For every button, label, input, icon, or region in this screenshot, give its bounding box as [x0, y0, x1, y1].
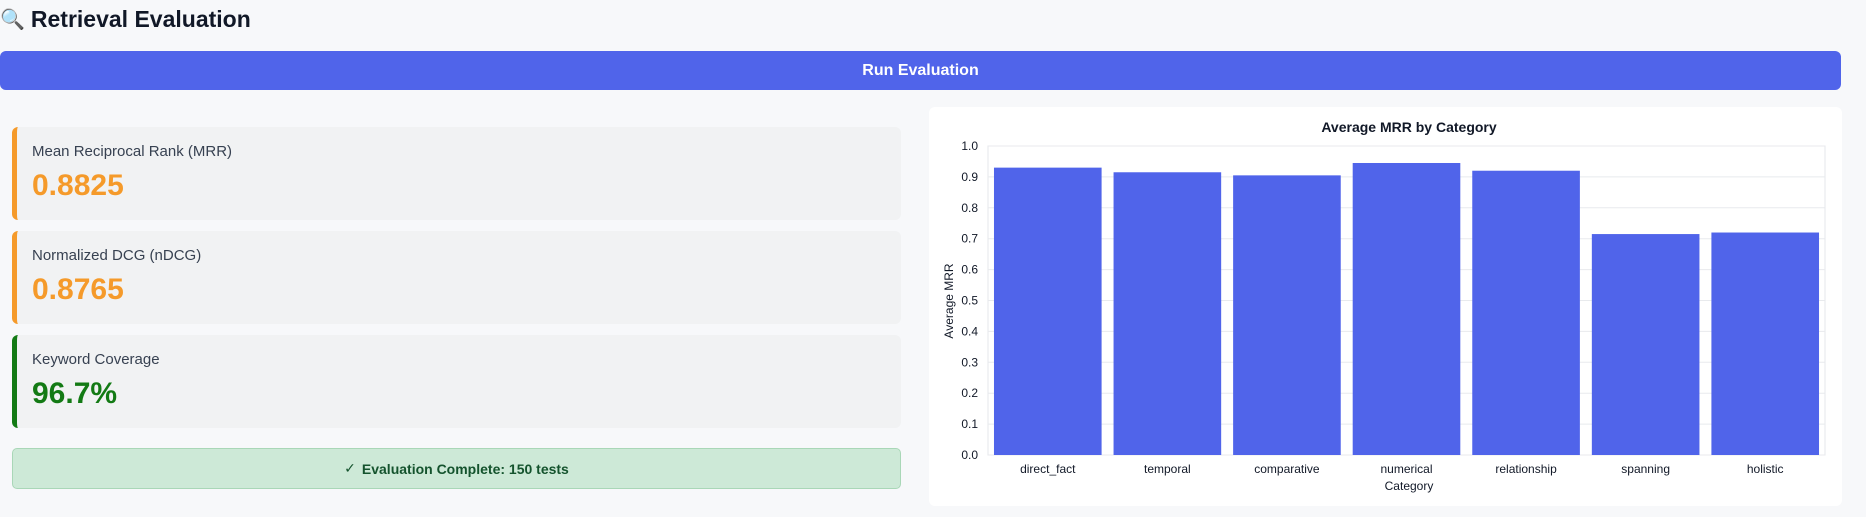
check-icon: ✓	[344, 460, 356, 476]
y-tick-label: 0.2	[961, 386, 978, 400]
chart-panel: Average MRR by Category 0.0 0.1 0.2 0.3 0.4 0…	[929, 107, 1842, 506]
y-tick-label: 0.8	[961, 201, 978, 215]
bar-spanning[interactable]	[1591, 234, 1700, 455]
x-tick-label: direct_fact	[1020, 462, 1076, 476]
bar-comparative[interactable]	[1233, 175, 1341, 455]
y-tick-label: 0.1	[961, 417, 978, 431]
metric-card-mrr: Mean Reciprocal Rank (MRR) 0.8825	[12, 127, 901, 220]
metric-label: Keyword Coverage	[32, 351, 160, 368]
bar-relationship[interactable]	[1472, 170, 1580, 455]
metric-label: Normalized DCG (nDCG)	[32, 247, 202, 264]
y-tick-label: 0.0	[961, 448, 978, 462]
status-text: Evaluation Complete: 150 tests	[361, 460, 569, 477]
metric-card-ndcg: Normalized DCG (nDCG) 0.8765	[12, 231, 901, 324]
metric-value: 0.8765	[32, 273, 124, 306]
metric-value: 96.7%	[32, 377, 118, 410]
x-tick-label: temporal	[1144, 462, 1191, 476]
x-tick-label: numerical	[1380, 462, 1432, 476]
x-tick-label: holistic	[1747, 462, 1784, 476]
chart-title: Average MRR by Category	[1321, 119, 1497, 135]
y-tick-label: 0.3	[961, 355, 978, 369]
x-axis-label: Category	[1385, 479, 1434, 493]
bar-chart: Average MRR by Category 0.0 0.1 0.2 0.3 0.4 0…	[942, 119, 1826, 493]
bar-holistic[interactable]	[1711, 232, 1820, 455]
page-title: 🔍 Retrieval Evaluation	[0, 6, 251, 33]
x-tick-label: comparative	[1254, 462, 1320, 476]
bar-numerical[interactable]	[1352, 162, 1461, 455]
run-evaluation-button[interactable]: Run Evaluation	[0, 51, 1841, 90]
y-tick-label: 0.9	[961, 170, 978, 184]
y-tick-label: 0.4	[961, 324, 978, 338]
magnifier-icon: 🔍	[0, 8, 25, 31]
x-tick-label: spanning	[1621, 462, 1670, 476]
y-tick-label: 0.7	[961, 232, 978, 246]
status-banner: ✓ Evaluation Complete: 150 tests	[12, 448, 901, 489]
metric-label: Mean Reciprocal Rank (MRR)	[32, 143, 233, 160]
metric-card-keyword-coverage: Keyword Coverage 96.7%	[12, 335, 901, 428]
metric-value: 0.8825	[32, 169, 124, 202]
y-tick-label: 0.6	[961, 263, 978, 277]
x-tick-label: relationship	[1495, 462, 1557, 476]
y-axis-label: Average MRR	[942, 263, 956, 338]
page-title-text: Retrieval Evaluation	[30, 6, 251, 32]
y-tick-label: 1.0	[961, 139, 978, 153]
bar-direct_fact[interactable]	[993, 167, 1102, 455]
y-tick-label: 0.5	[961, 294, 978, 308]
bar-temporal[interactable]	[1113, 172, 1222, 455]
